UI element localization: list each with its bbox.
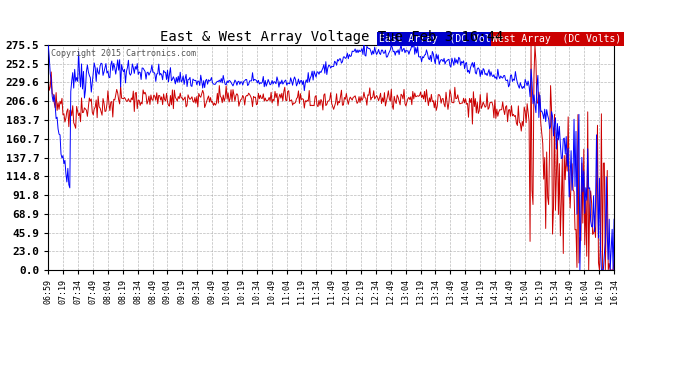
Title: East & West Array Voltage Tue Feb 3 16:44: East & West Array Voltage Tue Feb 3 16:4… bbox=[159, 30, 503, 44]
Text: East Array  (DC Volts): East Array (DC Volts) bbox=[380, 34, 509, 44]
Text: Copyright 2015 Cartronics.com: Copyright 2015 Cartronics.com bbox=[51, 50, 196, 58]
Text: West Array  (DC Volts): West Array (DC Volts) bbox=[493, 34, 622, 44]
